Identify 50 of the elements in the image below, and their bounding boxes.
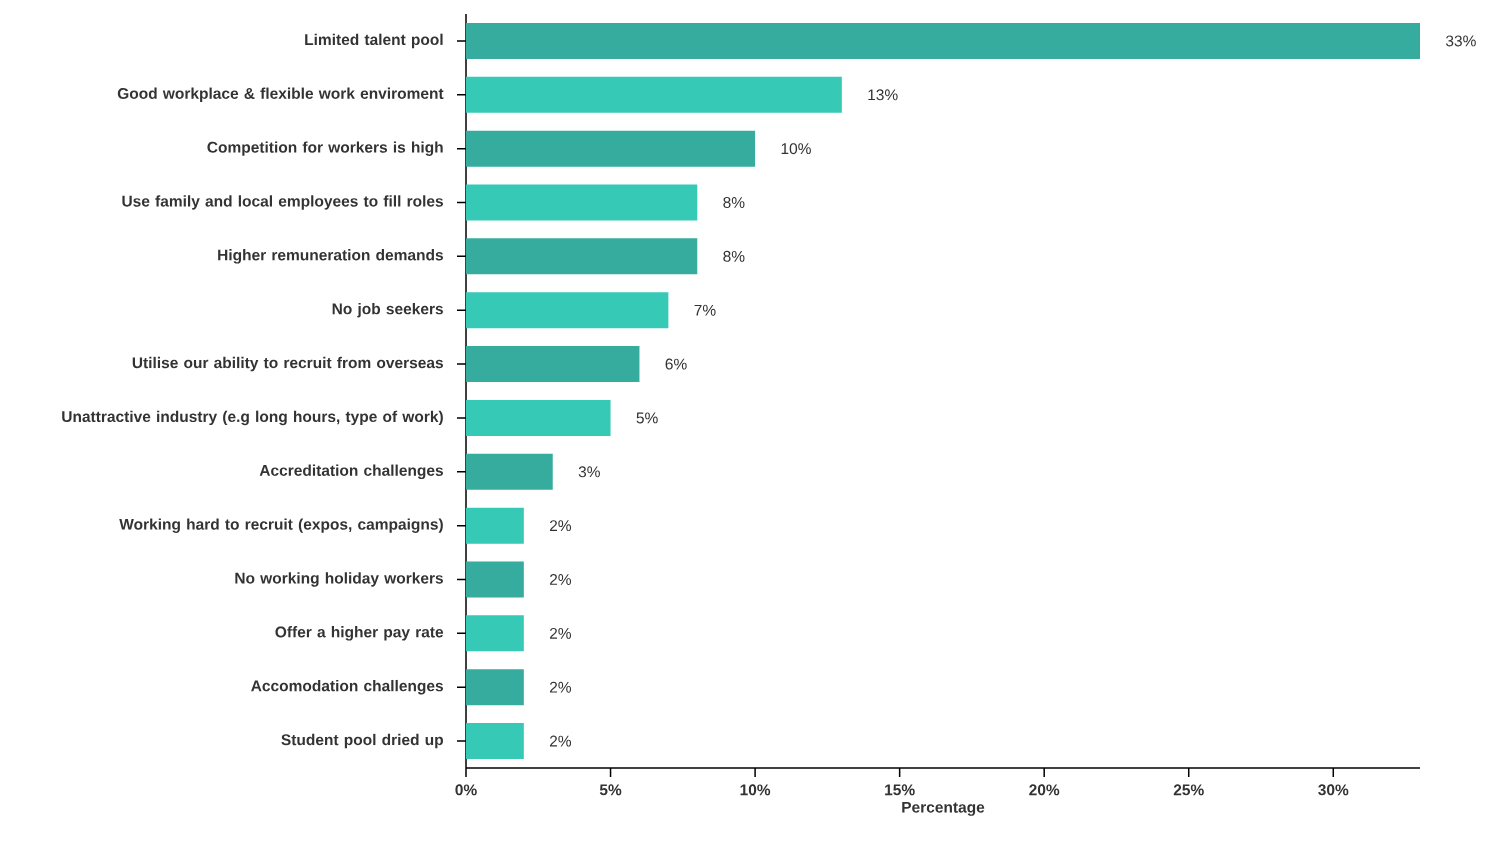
bar — [466, 292, 669, 329]
data-label: 33% — [1445, 35, 1476, 47]
x-tick-label: 5% — [599, 784, 622, 796]
data-label: 2% — [549, 574, 572, 585]
y-tick-label: Working hard to recruit (expos, campaigns) — [119, 518, 443, 533]
data-label: 3% — [578, 466, 600, 478]
y-tick-label: Accreditation challenges — [259, 464, 443, 480]
data-label: 5% — [636, 412, 658, 424]
data-label: 7% — [694, 304, 716, 316]
y-tick-label: Use family and local employees to fill roles — [122, 195, 443, 210]
y-tick-label: Limited talent pool — [305, 33, 443, 49]
y-tick-label: Higher remuneration demands — [218, 249, 443, 264]
bar — [466, 507, 524, 544]
y-tick-label: Good workplace & flexible work enviroment — [117, 87, 444, 102]
x-tick-label: 30% — [1318, 784, 1349, 796]
data-label: 10% — [781, 143, 811, 155]
data-label: 13% — [868, 89, 898, 101]
y-tick-label: No job seekers — [332, 302, 443, 318]
x-tick-label: 0% — [455, 784, 477, 796]
x-axis-title: Percentage — [902, 801, 985, 816]
y-tick-label: Student pool dried up — [281, 733, 443, 749]
data-label: 2% — [549, 627, 572, 639]
bar — [466, 561, 524, 598]
bar — [466, 669, 524, 706]
y-tick-label: Offer a higher pay rate — [275, 626, 444, 641]
x-tick-label: 10% — [740, 784, 771, 796]
bar — [466, 723, 524, 760]
y-tick-label: Utilise our ability to recruit from overseas — [132, 356, 443, 372]
y-tick-label: Competition for workers is high — [207, 141, 443, 156]
y-tick-label: Accomodation challenges — [251, 679, 443, 695]
data-label: 2% — [549, 735, 572, 747]
data-label: 2% — [549, 520, 572, 532]
data-label: 2% — [549, 681, 572, 693]
bar — [466, 453, 553, 490]
x-tick-label: 20% — [1029, 784, 1060, 796]
x-tick-label: 15% — [885, 784, 915, 796]
data-label: 6% — [665, 358, 687, 370]
bar — [466, 184, 698, 221]
bar — [466, 130, 756, 167]
y-tick-label: Unattractive industry (e.g long hours, type of work) — [62, 410, 443, 426]
bar — [466, 22, 1420, 59]
bar — [466, 238, 698, 275]
data-label: 8% — [723, 197, 745, 208]
x-tick-label: 25% — [1173, 784, 1204, 796]
bar — [466, 615, 524, 652]
bar — [466, 399, 611, 436]
bar — [466, 76, 842, 113]
bar — [466, 346, 640, 383]
data-label: 8% — [723, 250, 745, 262]
y-tick-label: No working holiday workers — [235, 572, 443, 587]
